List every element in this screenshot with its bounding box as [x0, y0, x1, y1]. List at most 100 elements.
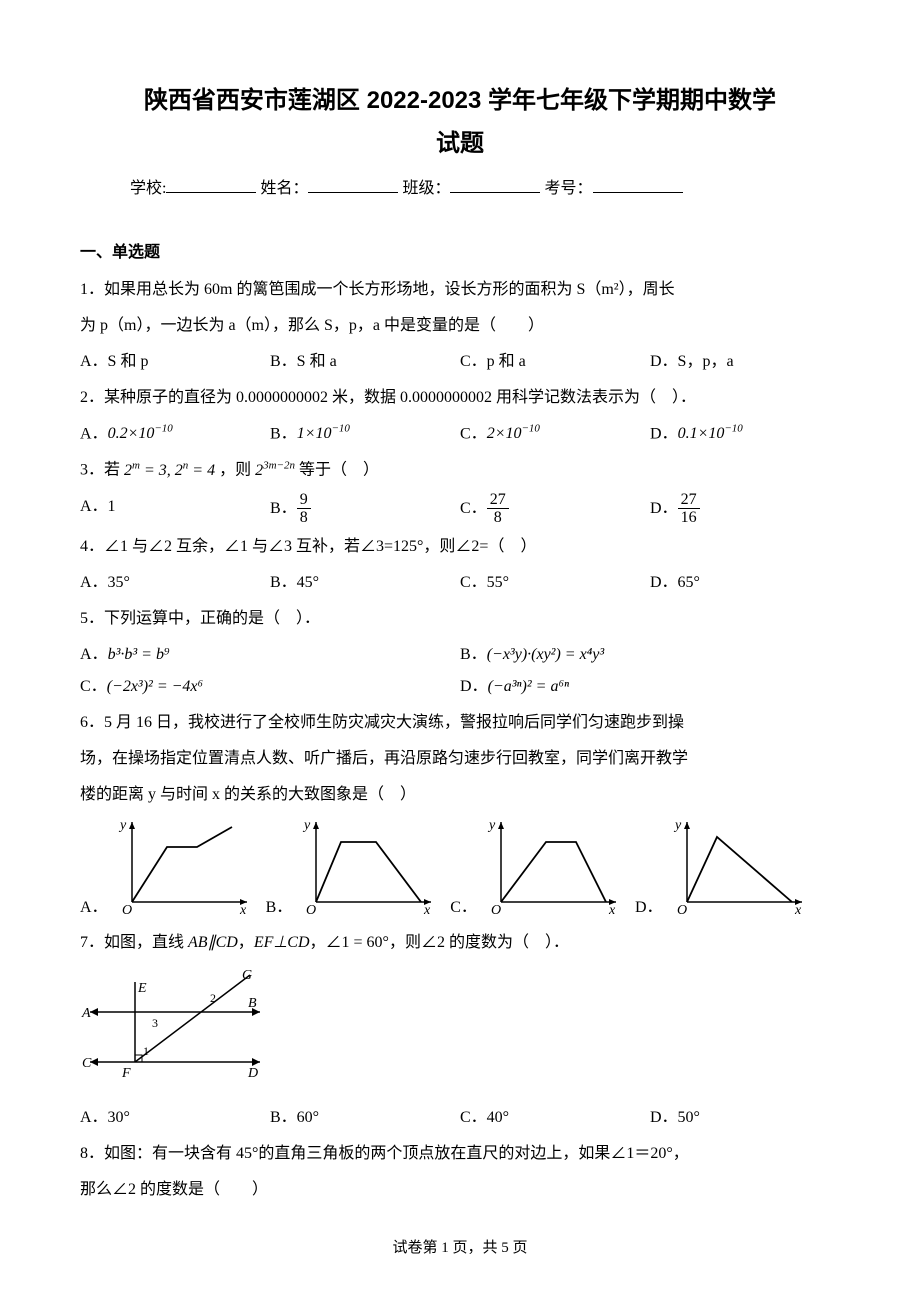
q6-c-x: x [608, 903, 616, 917]
q2-optA-prefix: A． [80, 425, 108, 442]
q3-optC: C．278 [460, 491, 650, 527]
q2-optA-exp: −10 [154, 423, 172, 435]
q6-b-y: y [302, 818, 311, 833]
q7-lbl-2: 2 [210, 991, 216, 1005]
q1-options: A．S 和 p B．S 和 a C．p 和 a D．S，p，a [80, 346, 840, 378]
q3-eq2exp: 3m−2n [263, 459, 295, 471]
q7-mid1: ， [238, 934, 254, 951]
doc-title-line1: 陕西省西安市莲湖区 2022-2023 学年七年级下学期期中数学 [80, 80, 840, 115]
q3-eq1c: = 4 [188, 462, 215, 479]
q7-text: 7．如图，直线 AB∥CD，EF⊥CD，∠1 = 60°，则∠2 的度数为（ ）… [80, 927, 840, 959]
q6-graph-a: y O x [112, 817, 252, 917]
q6-d-x: x [794, 903, 802, 917]
q6-d-o: O [677, 903, 687, 917]
q7-optA: A．30° [80, 1102, 270, 1134]
q7-pre: 7．如图，直线 [80, 934, 188, 951]
school-blank[interactable] [166, 177, 256, 193]
q6-optB-label: B． [266, 893, 293, 917]
q7-figure: A B C D E F G 1 2 3 [80, 967, 840, 1092]
q6-graphs: A． y O x B． y O x [80, 817, 840, 917]
doc-title-line2: 试题 [80, 123, 840, 158]
q6-optD-label: D． [635, 893, 663, 917]
name-blank[interactable] [308, 177, 398, 193]
q7-lbl-F: F [121, 1066, 131, 1081]
q7-options: A．30° B．60° C．40° D．50° [80, 1102, 840, 1134]
q7-lbl-B: B [248, 996, 257, 1011]
q2-optD-val: 0.1×10 [678, 425, 725, 442]
q2-optB-exp: −10 [331, 423, 349, 435]
q1-text-line1: 1．如果用总长为 60m 的篱笆围成一个长方形场地，设长方形的面积为 S（m²）… [80, 274, 840, 306]
q4-optB: B．45° [270, 567, 460, 599]
q5-optA-math: b³·b³ = b⁹ [108, 646, 170, 663]
q4-text: 4．∠1 与∠2 互余，∠1 与∠3 互补，若∠3=125°，则∠2=（ ） [80, 531, 840, 563]
q3-optB-num: 9 [297, 491, 311, 510]
q6-optD-wrap: D． y O x [635, 817, 807, 917]
q3-optB: B．98 [270, 491, 460, 527]
q6-c-o: O [491, 903, 501, 917]
examno-blank[interactable] [593, 177, 683, 193]
q3-optD-den: 16 [678, 509, 700, 527]
q7-mid2: ，∠1 = 60°，则∠2 的度数为（ ）． [310, 934, 569, 951]
q4-options: A．35° B．45° C．55° D．65° [80, 567, 840, 599]
q6-a-x: x [239, 903, 247, 917]
q7-lbl-3: 3 [152, 1016, 158, 1030]
q7-ab: AB∥CD [188, 934, 238, 951]
q2-optC-exp: −10 [521, 423, 539, 435]
q2-options: A．0.2×10−10 B．1×10−10 C．2×10−10 D．0.1×10… [80, 418, 840, 450]
q3-optC-prefix: C． [460, 499, 487, 516]
q2-optA: A．0.2×10−10 [80, 418, 270, 450]
q3-post: 等于（ ） [299, 462, 379, 479]
q6-optC-label: C． [450, 893, 477, 917]
q6-b-o: O [306, 903, 316, 917]
q6-text-l2: 场，在操场指定位置清点人数、听广播后，再沿原路匀速步行回教室，同学们离开教学 [80, 743, 840, 775]
q6-c-y: y [487, 818, 496, 833]
page-footer: 试卷第 1 页，共 5 页 [80, 1236, 840, 1257]
q2-optB: B．1×10−10 [270, 418, 460, 450]
q2-optA-val: 0.2×10 [108, 425, 155, 442]
q3-eq1: 2 [124, 462, 132, 479]
q7-lbl-G: G [242, 968, 252, 983]
q2-optD-exp: −10 [724, 423, 742, 435]
q6-graph-d: y O x [667, 817, 807, 917]
q3-optD-num: 27 [678, 491, 700, 510]
q2-text: 2．某种原子的直径为 0.0000000002 米，数据 0.000000000… [80, 382, 840, 414]
q4-optD: D．65° [650, 567, 840, 599]
q3-mid: ，则 [219, 462, 255, 479]
q7-lbl-E: E [137, 981, 147, 996]
q6-text-l1: 6．5 月 16 日，我校进行了全校师生防灾减灾大演练，警报拉响后同学们匀速跑步… [80, 707, 840, 739]
q6-optA-wrap: A． y O x [80, 817, 252, 917]
q6-text-l3: 楼的距离 y 与时间 x 的关系的大致图象是（ ） [80, 779, 840, 811]
student-info-line: 学校: 姓名： 班级： 考号： [130, 174, 840, 198]
q3-eq2: 2 [255, 462, 263, 479]
q7-lbl-1: 1 [143, 1044, 149, 1058]
q3-eq1b: = 3, 2 [140, 462, 183, 479]
class-label: 班级： [402, 180, 450, 197]
q1-optA: A．S 和 p [80, 346, 270, 378]
q2-optC: C．2×10−10 [460, 418, 650, 450]
q3-pre: 3．若 [80, 462, 124, 479]
q3-optB-prefix: B． [270, 499, 297, 516]
q5-optD-prefix: D． [460, 678, 488, 695]
q5-optD-math: (−a³ⁿ)² = a⁶ⁿ [488, 678, 569, 695]
q5-options: A．b³·b³ = b⁹ B．(−x³y)·(xy²) = x⁴y³ C．(−2… [80, 639, 840, 703]
q7-optB: B．60° [270, 1102, 460, 1134]
q5-optC-prefix: C． [80, 678, 107, 695]
q6-a-o: O [122, 903, 132, 917]
q6-optC-wrap: C． y O x [450, 817, 621, 917]
q2-optB-val: 1×10 [297, 425, 332, 442]
q6-b-x: x [423, 903, 431, 917]
q1-text-line2: 为 p（m），一边长为 a（m），那么 S，p，a 中是变量的是（ ） [80, 310, 840, 342]
q1-optB: B．S 和 a [270, 346, 460, 378]
q8-text-l2: 那么∠2 的度数是（ ） [80, 1174, 840, 1206]
q3-optB-den: 8 [297, 509, 311, 527]
q2-optD-prefix: D． [650, 425, 678, 442]
class-blank[interactable] [450, 177, 540, 193]
q5-optD: D．(−a³ⁿ)² = a⁶ⁿ [460, 671, 840, 703]
q7-lbl-A: A [81, 1006, 91, 1021]
q5-optB-prefix: B． [460, 646, 487, 663]
q6-optB-wrap: B． y O x [266, 817, 437, 917]
q3-optA: A．1 [80, 491, 270, 527]
q2-optB-prefix: B． [270, 425, 297, 442]
q5-optC-math: (−2x³)² = −4x⁶ [107, 678, 203, 695]
q3-options: A．1 B．98 C．278 D．2716 [80, 491, 840, 527]
